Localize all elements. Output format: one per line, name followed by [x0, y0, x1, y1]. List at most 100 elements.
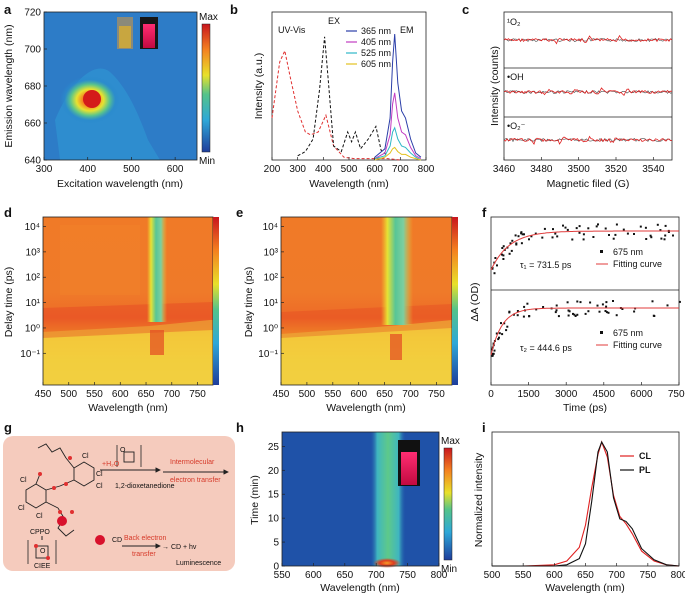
panel-f-data-point	[582, 238, 585, 241]
panel-i-legend-cl: CL	[639, 451, 651, 461]
panel-b-series-uv-vis	[271, 49, 401, 161]
panel-f-data-point	[520, 231, 523, 234]
panel-f-data-point	[502, 254, 505, 257]
panel-f-data-point	[514, 234, 517, 237]
panel-c-xtick-label: 3520	[605, 164, 628, 175]
panel-g-cd: CD	[112, 537, 122, 544]
panel-i-xtick-label: 750	[639, 570, 656, 581]
panel-g-back-2: transfer	[132, 551, 156, 558]
panel-a-xtick-label: 600	[167, 164, 184, 175]
panel-f-data-point	[493, 272, 496, 275]
panel-h-ytick-label: 25	[268, 442, 280, 453]
panel-f-data-point	[573, 313, 576, 316]
panel-f-data-point	[607, 311, 610, 314]
panel-e-ytick-label: 10⁻¹	[258, 349, 278, 360]
panel-f-data-point	[626, 232, 629, 235]
panel-d-xtick-label: 700	[163, 389, 180, 400]
panel-f-xtick-label: 7500	[668, 389, 685, 400]
panel-f-data-point	[572, 312, 574, 315]
panel-f-data-point	[506, 246, 509, 249]
panel-f-data-point	[552, 228, 554, 231]
panel-e-ytick-label: 10⁴	[263, 222, 278, 233]
panel-f-data-point	[508, 311, 511, 314]
panel-i-xtick-label: 700	[608, 570, 625, 581]
panel-f-data-point	[639, 225, 642, 228]
panel-h-ytick-label: 0	[273, 562, 279, 573]
panel-f-data-point	[534, 232, 537, 235]
panel-g-cl-2: Cl	[96, 471, 103, 478]
panel-b-series-525-nm	[374, 126, 422, 161]
panel-f-data-point	[604, 310, 607, 312]
panel-f-fit-curve	[490, 307, 679, 356]
panel-h-xtick-label: 650	[336, 570, 353, 581]
panel-d-ytick-label: 10⁻¹	[20, 349, 40, 360]
panel-f-data-point	[584, 312, 587, 315]
panel-g-dione: 1,2-dioxetanedione	[115, 483, 175, 490]
panel-h-ylabel: Time (min)	[249, 475, 261, 525]
panel-f-data-point	[566, 228, 569, 231]
panel-h-xtick-label: 550	[274, 570, 291, 581]
panel-i-xlabel: Wavelength (nm)	[545, 582, 625, 594]
panel-f-letter: f	[482, 205, 487, 220]
panel-i-letter: i	[482, 420, 486, 435]
panel-h-ytick-label: 15	[268, 490, 280, 501]
panel-f-data-point	[605, 311, 608, 314]
panel-f-legend-1	[596, 250, 608, 265]
panel-c-species-3: •O₂⁻	[507, 121, 526, 131]
panel-f-data-point	[492, 342, 495, 345]
panel-h-ytick-label: 20	[268, 466, 280, 477]
panel-i-legend	[620, 455, 634, 471]
panel-b-xtick-label: 300	[289, 164, 306, 175]
panel-h-xtick-label: 600	[305, 570, 322, 581]
panel-f-data-point	[516, 310, 519, 312]
panel-a-ytick-label: 640	[24, 156, 41, 167]
panel-h-xlabel: Wavelength (nm)	[320, 582, 400, 594]
panel-b-series-365-nm	[374, 33, 422, 158]
panel-f-data-point	[633, 233, 635, 235]
panel-f-data-point	[652, 314, 655, 317]
panel-a-heatmap	[44, 12, 197, 160]
panel-h-xtick-label: 750	[399, 570, 416, 581]
panel-f-data-point	[502, 258, 505, 260]
panel-f-data-point	[520, 242, 523, 245]
panel-g-cppo: CPPO	[30, 529, 50, 536]
panel-g-letter: g	[4, 420, 12, 435]
panel-f-data-point	[644, 226, 647, 229]
panel-f-data-point	[564, 226, 567, 229]
panel-f-data-point	[659, 229, 662, 232]
panel-i-xtick-label: 550	[515, 570, 532, 581]
panel-f-xtick-label: 1500	[517, 389, 540, 400]
panel-a-letter: a	[4, 2, 12, 17]
panel-g-water: +H₂O	[102, 461, 120, 468]
panel-b-uvvis-label: UV-Vis	[278, 25, 306, 35]
panel-e-xtick-label: 750	[428, 389, 445, 400]
panel-a-xtick-label: 300	[36, 164, 53, 175]
panel-f-ylabel: ΔA (OD)	[469, 282, 481, 321]
panel-f-data-point	[510, 249, 513, 252]
panel-a-ytick-label: 700	[24, 45, 41, 56]
panel-h-cbar-min: Min	[441, 564, 457, 575]
panel-e-heatmap	[281, 217, 452, 385]
panel-f-data-point	[528, 238, 530, 241]
panel-d-ytick-label: 10⁴	[25, 222, 40, 233]
panel-f-data-point	[523, 305, 526, 308]
panel-f-data-point	[615, 314, 618, 317]
panel-f-data-point	[556, 235, 559, 238]
panel-b-em-label: EM	[400, 25, 414, 35]
panel-f-data-point	[575, 227, 578, 230]
panel-g-back-1: Back electron	[124, 535, 167, 542]
panel-f-data-point	[598, 310, 601, 313]
panel-d-ytick-label: 10¹	[26, 298, 41, 309]
panel-a-cbar-min: Min	[199, 156, 215, 167]
panel-f-data-point	[664, 234, 667, 237]
panel-d-heatmap	[43, 217, 213, 385]
panel-f-data-point	[503, 322, 506, 325]
panel-f-data-point	[515, 242, 518, 245]
panel-f-legend-fit-1: Fitting curve	[613, 259, 662, 269]
panel-e-xtick-label: 700	[402, 389, 419, 400]
panel-f-data-point	[491, 354, 494, 357]
panel-f-data-point	[605, 305, 608, 308]
panel-f-tau2: τ₂ = 444.6 ps	[520, 343, 572, 353]
panel-a-ytick-label: 660	[24, 119, 41, 130]
